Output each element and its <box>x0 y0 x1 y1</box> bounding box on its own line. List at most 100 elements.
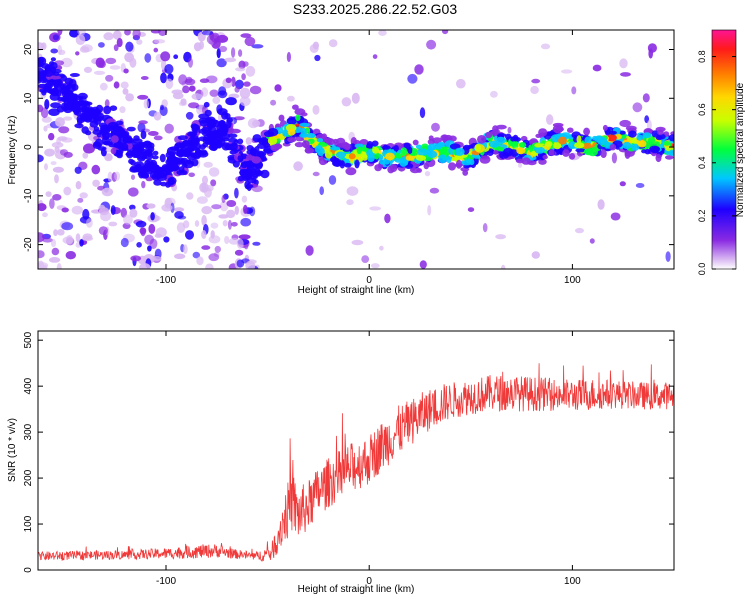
spectrogram-cell <box>190 158 199 167</box>
spectrogram-cell <box>560 69 573 74</box>
spectrogram-cell <box>229 142 238 152</box>
spectrogram-cell <box>201 215 207 226</box>
spectrogram-cell <box>221 194 226 204</box>
spectrogram-cell <box>120 237 129 248</box>
spectrogram-cell <box>74 123 84 129</box>
spectrogram-cell <box>655 135 663 141</box>
spectrogram-cell <box>454 163 463 168</box>
spectrogram-cell <box>346 186 359 196</box>
spectrogram-cell <box>240 161 248 169</box>
spectrogram-cell <box>337 142 346 148</box>
spectrogram-cell <box>125 93 134 102</box>
spectrogram-cell <box>153 111 162 121</box>
spectrogram-cell <box>540 43 551 50</box>
spectrogram-cell <box>419 260 427 269</box>
spectrogram-cell <box>348 153 356 160</box>
spectrogram-cell <box>140 130 147 140</box>
spectrogram-cell <box>407 73 418 84</box>
spectrogram-cell <box>38 75 44 82</box>
spectrogram-cell <box>193 42 202 52</box>
spectrogram-cell <box>110 205 116 216</box>
spectrogram-cell <box>48 257 61 263</box>
spectrogram-cell <box>218 45 228 53</box>
spectrogram-cell <box>41 42 47 50</box>
spectrogram-cell <box>208 167 220 177</box>
spectrogram-x-axis-label: Height of straight line (km) <box>298 285 415 296</box>
spectrogram-cell <box>304 147 315 154</box>
spectrogram-cell <box>351 92 360 104</box>
spectrogram-cell <box>218 120 226 125</box>
spectrogram-cell <box>236 238 244 249</box>
spectrogram-cell <box>354 159 360 169</box>
spectrogram-cell <box>351 239 364 246</box>
spectrogram-cell <box>196 196 208 204</box>
spectrogram-cell <box>75 34 86 46</box>
spectrogram-cell <box>79 192 88 199</box>
spectrogram-cell <box>597 199 605 210</box>
spectrogram-cell <box>584 136 592 145</box>
spectrogram-cell <box>239 96 251 107</box>
snr-background <box>38 331 674 570</box>
spectrogram-cell <box>244 36 256 47</box>
spectrogram-cell <box>190 123 199 129</box>
spectrogram-cell <box>71 205 84 215</box>
spectrogram-cell <box>597 137 608 146</box>
spectrogram-cell <box>40 107 49 119</box>
spectrogram-cell <box>293 161 303 172</box>
spectrogram-cell <box>571 86 577 95</box>
spectrogram-cell <box>53 229 58 237</box>
spectrogram-cell <box>238 234 251 240</box>
spectrogram-cell <box>663 141 671 146</box>
spectrogram-cell <box>241 73 246 81</box>
spectrogram-cell <box>113 44 119 52</box>
spectrogram-cell <box>75 51 80 56</box>
spectrogram-cell <box>174 146 180 151</box>
spectrogram-cell <box>530 85 539 95</box>
spectrogram-cell <box>43 125 48 132</box>
spectrogram-cell <box>440 146 448 154</box>
spectrogram-cell <box>454 147 465 156</box>
spectrogram-cell <box>50 161 57 166</box>
spectrogram-cell <box>287 137 297 143</box>
spectrogram-cell <box>379 245 384 251</box>
spectrogram-cell <box>95 104 104 113</box>
spectrogram-cell <box>619 181 626 187</box>
spectrogram-cell <box>611 152 618 164</box>
spectrogram-cell <box>50 57 57 62</box>
spectrogram-cell <box>203 101 210 108</box>
spectrogram-cell <box>194 220 200 227</box>
spectrogram-cell <box>225 119 232 129</box>
spectrogram-cell <box>144 53 152 63</box>
spectrogram-cell <box>562 149 570 157</box>
spectrogram-cell <box>286 51 291 63</box>
spectrogram-cell <box>399 158 408 167</box>
spectrogram-cell <box>153 39 166 44</box>
spectrogram-cell <box>126 126 136 132</box>
snr-x-tick-label: 0 <box>366 576 372 587</box>
spectrogram-cell <box>224 57 237 63</box>
spectrogram-y-tick-label: -10 <box>23 188 34 203</box>
spectrogram-cell <box>201 245 211 250</box>
spectrogram-cell <box>649 145 660 153</box>
spectrogram-cell <box>344 162 352 168</box>
spectrogram-cell <box>267 128 279 137</box>
spectrogram-cell <box>185 230 194 240</box>
spectrogram-cell <box>160 181 167 187</box>
spectrogram-cell <box>55 117 65 127</box>
spectrogram-cell <box>234 249 244 256</box>
spectrogram-cell <box>620 72 631 77</box>
spectrogram-cell <box>188 102 200 109</box>
spectrogram-cell <box>109 65 121 70</box>
colorbar-tick-label: 0.2 <box>697 210 707 223</box>
spectrogram-cell <box>196 256 204 266</box>
spectrogram-cell <box>354 143 364 149</box>
spectrogram-cell <box>53 79 62 85</box>
spectrogram-cell <box>567 127 574 133</box>
spectrogram-cell <box>503 147 514 157</box>
spectrogram-cell <box>273 143 283 150</box>
spectrogram-cell <box>424 171 431 177</box>
spectrogram-cell <box>201 30 214 36</box>
spectrogram-cell <box>469 159 475 166</box>
spectrogram-cell <box>83 66 93 73</box>
